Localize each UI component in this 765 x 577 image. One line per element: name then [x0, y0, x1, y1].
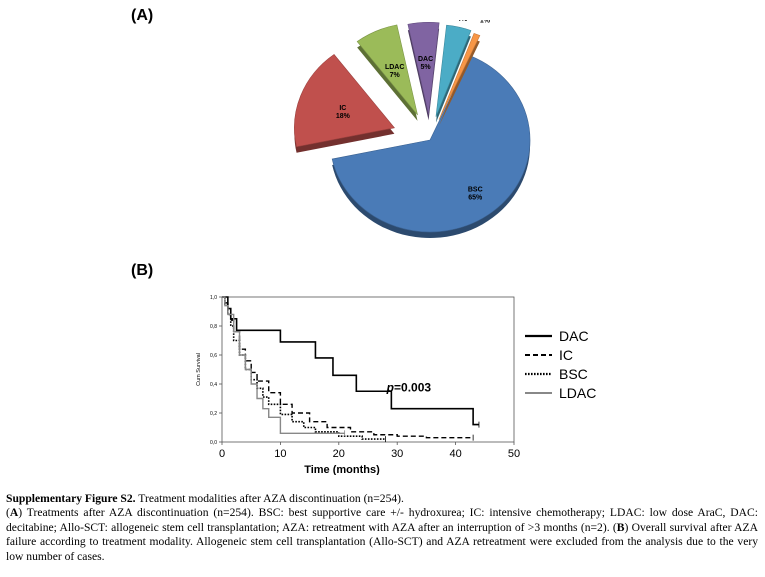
pie-label-bsc: BSC	[468, 187, 483, 194]
pie-value-ldac: 7%	[390, 72, 401, 79]
x-tick-label-2: 20	[333, 448, 345, 460]
legend-label-dac: DAC	[559, 328, 589, 344]
pie-label-ldac: LDAC	[385, 64, 404, 71]
caption-a-letter: A	[9, 506, 19, 520]
legend-label-ic: IC	[559, 347, 573, 363]
pie-slice-allo-sct	[435, 24, 472, 123]
pie-slice-bsc	[331, 55, 531, 238]
pie-label-dac: DAC	[418, 56, 433, 63]
figure-caption: Supplementary Figure S2. Treatment modal…	[6, 492, 758, 564]
x-tick-label-1: 10	[274, 448, 286, 460]
pie-value-ic: 18%	[336, 113, 351, 120]
series-line-ldac	[222, 296, 345, 434]
y-tick-label-4: 0,8	[210, 324, 217, 330]
caption-title-text: Treatment modalities after AZA discontin…	[135, 492, 404, 505]
y-tick-label-0: 0,0	[210, 440, 217, 446]
x-tick-label-0: 0	[219, 448, 225, 460]
pie-slice-ic	[294, 54, 395, 153]
legend-label-ldac: LDAC	[559, 385, 596, 401]
caption-b-letter: B	[616, 520, 625, 534]
p-value-annotation: p=0.003	[386, 380, 432, 394]
pie-value-bsc: 65%	[468, 195, 483, 202]
y-tick-label-1: 0,2	[210, 411, 217, 417]
pie-slice-aza	[438, 32, 481, 126]
y-tick-label-2: 0,4	[210, 382, 217, 388]
legend-label-bsc: BSC	[559, 366, 588, 382]
x-axis-label: Time (months)	[304, 464, 380, 475]
caption-title: Supplementary Figure S2.	[6, 492, 136, 505]
survival-chart: 0 10 20 30 40 50 0,0 0,2 0,4 0,6 0,8 1,0 Time (month…	[196, 295, 596, 475]
x-tick-label-5: 50	[508, 448, 520, 460]
pie-value-allo-sct: 4%	[457, 20, 468, 23]
panel-a-label: (A)	[131, 7, 154, 24]
y-axis-label: Cum Survival	[196, 353, 202, 386]
pie-value-aza: 1%	[480, 20, 491, 25]
pie-slice-ldac	[356, 24, 418, 121]
panel-b-label: (B)	[131, 262, 154, 279]
series-line-bsc	[222, 296, 386, 440]
pie-slice-dac	[407, 22, 440, 121]
caption-a-open: (	[6, 506, 10, 520]
plot-frame	[221, 296, 515, 443]
caption-a-text: ) Treatments after AZA discontinuation (…	[6, 506, 758, 534]
caption-b-text: ) Overall survival after AZA failure acc…	[6, 520, 758, 563]
x-tick-label-4: 40	[449, 448, 461, 460]
y-tick-label-3: 0,6	[210, 353, 217, 359]
x-tick-label-3: 30	[391, 448, 403, 460]
series-line-dac	[222, 296, 479, 426]
pie-value-dac: 5%	[421, 64, 432, 71]
pie-label-ic: IC	[339, 105, 346, 112]
series-line-ic	[222, 296, 474, 439]
y-tick-label-5: 1,0	[210, 295, 217, 301]
